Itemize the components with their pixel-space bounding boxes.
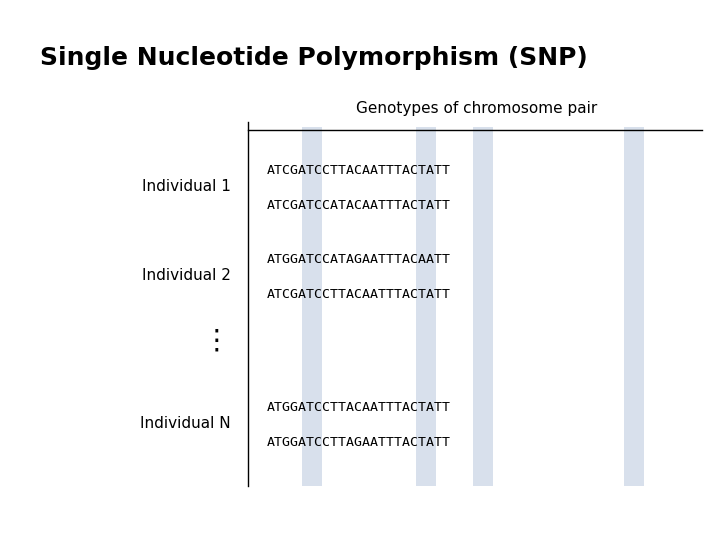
Text: ATGGATCCTTACAATTTACTATT: ATGGATCCTTACAATTTACTATT [266,401,451,414]
Text: Genotypes of chromosome pair: Genotypes of chromosome pair [356,100,598,116]
Text: ATGGATCCATAGAATTTACAATT: ATGGATCCATAGAATTTACAATT [266,253,451,266]
Text: ATGGATCCTTAGAATTTACTATT: ATGGATCCTTAGAATTTACTATT [266,436,451,449]
Text: Single Nucleotide Polymorphism (SNP): Single Nucleotide Polymorphism (SNP) [40,46,588,70]
Text: ⋮: ⋮ [202,326,230,354]
Text: Individual N: Individual N [140,416,230,431]
Text: ATCGATCCATACAATTTACTATT: ATCGATCCATACAATTTACTATT [266,199,451,212]
Text: ATCGATCCTTACAATTTACTATT: ATCGATCCTTACAATTTACTATT [266,164,451,177]
Bar [624,127,644,486]
Bar [416,127,436,486]
Text: Individual 1: Individual 1 [142,179,230,194]
Text: Individual 2: Individual 2 [142,268,230,283]
Text: ATCGATCCTTACAATTTACTATT: ATCGATCCTTACAATTTACTATT [266,288,451,301]
Bar [302,127,322,486]
Bar [473,127,492,486]
